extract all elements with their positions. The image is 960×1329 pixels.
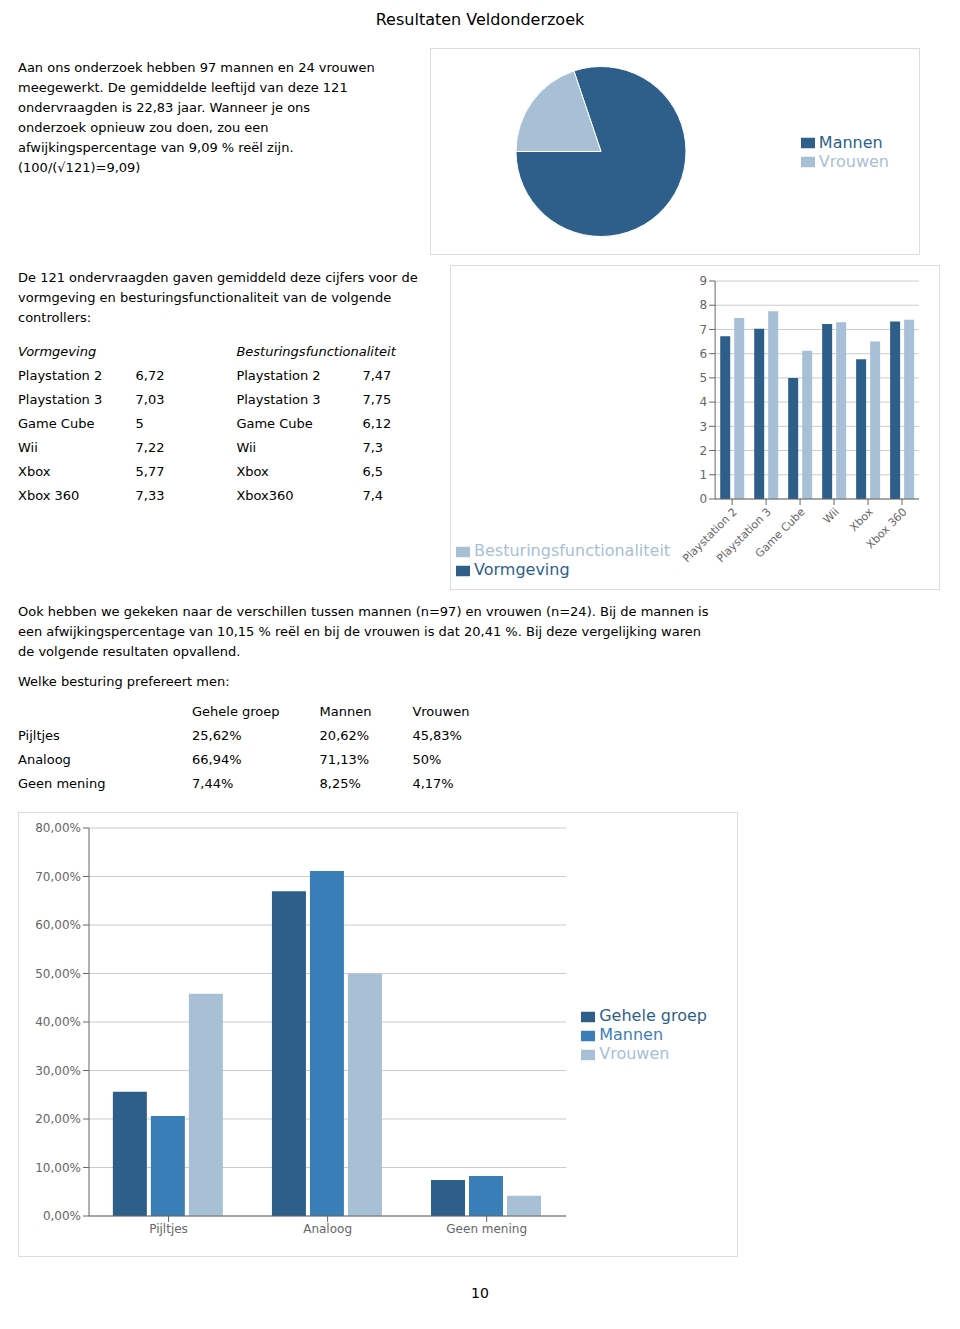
svg-text:20,00%: 20,00% bbox=[35, 1112, 81, 1126]
html-text:onderzoek opnieuw zou doen, zo: onderzoek opnieuw zou doen, zou een bbox=[18, 120, 269, 135]
svg-text:Xbox: Xbox bbox=[847, 505, 876, 534]
html-text:7,4: 7,4 bbox=[362, 488, 384, 503]
html-text:7,3: 7,3 bbox=[362, 440, 384, 455]
html-text:Playstation 2: Playstation 2 bbox=[236, 368, 321, 383]
html-text:Analoog: Analoog bbox=[18, 752, 71, 767]
svg-text:50,00%: 50,00% bbox=[35, 967, 81, 981]
svg-text:3: 3 bbox=[699, 420, 707, 434]
html-text:50%: 50% bbox=[412, 752, 442, 767]
svg-text:Playstation 3: Playstation 3 bbox=[714, 505, 774, 566]
svg-text:Wii: Wii bbox=[821, 505, 842, 526]
html-text:20,62%: 20,62% bbox=[319, 728, 370, 743]
svg-text:0: 0 bbox=[699, 492, 707, 506]
html-text:controllers:: controllers: bbox=[18, 310, 92, 325]
svg-text:6: 6 bbox=[699, 347, 707, 361]
svg-text:60,00%: 60,00% bbox=[35, 918, 81, 932]
svg-text:30,00%: 30,00% bbox=[35, 1064, 81, 1078]
svg-text:40,00%: 40,00% bbox=[35, 1015, 81, 1029]
html-text:Vrouwen: Vrouwen bbox=[412, 704, 470, 719]
html-text:Pijltjes: Pijltjes bbox=[18, 728, 60, 743]
html-text:de volgende resultaten opvalle: de volgende resultaten opvallend. bbox=[18, 644, 241, 659]
svg-text:0,00%: 0,00% bbox=[43, 1209, 81, 1223]
svg-text:4: 4 bbox=[699, 395, 707, 409]
html-text:Gehele groep: Gehele groep bbox=[599, 1006, 707, 1025]
html-text:Wii: Wii bbox=[236, 440, 257, 455]
html-text:45,83%: 45,83% bbox=[412, 728, 462, 743]
html-text:Gehele groep: Gehele groep bbox=[192, 704, 280, 719]
html-text:6,12: 6,12 bbox=[362, 416, 392, 431]
html-text:Vrouwen: Vrouwen bbox=[599, 1044, 670, 1063]
html-text:afwijkingspercentage van 9,09: afwijkingspercentage van 9,09 % reël zij… bbox=[18, 140, 294, 155]
svg-text:80,00%: 80,00% bbox=[35, 821, 81, 835]
html-text:meegewerkt. De gemiddelde leef: meegewerkt. De gemiddelde leeftijd van d… bbox=[18, 80, 348, 95]
html-text:Vormgeving: Vormgeving bbox=[18, 344, 97, 359]
html-text:5: 5 bbox=[135, 416, 144, 431]
svg-text:9: 9 bbox=[699, 274, 707, 288]
svg-text:Geen mening: Geen mening bbox=[446, 1222, 527, 1236]
html-text:Vormgeving: Vormgeving bbox=[474, 560, 570, 579]
svg-text:1: 1 bbox=[699, 468, 707, 482]
svg-text:Game Cube: Game Cube bbox=[753, 505, 808, 560]
svg-text:Xbox 360: Xbox 360 bbox=[864, 505, 910, 551]
html-text:Xbox 360: Xbox 360 bbox=[18, 488, 80, 503]
html-text:Mannen: Mannen bbox=[319, 704, 372, 719]
html-text:een afwijkingspercentage van 1: een afwijkingspercentage van 10,15 % reë… bbox=[18, 624, 701, 639]
html-text:5,77: 5,77 bbox=[135, 464, 165, 479]
svg-text:7: 7 bbox=[699, 323, 707, 337]
html-text:Besturingsfunctionaliteit: Besturingsfunctionaliteit bbox=[474, 541, 671, 560]
svg-text:5: 5 bbox=[699, 371, 707, 385]
svg-text:Analoog: Analoog bbox=[303, 1222, 352, 1236]
html-text:(100/(√121)=9,09): (100/(√121)=9,09) bbox=[18, 160, 141, 175]
html-text:vormgeving en besturingsfuncti: vormgeving en besturingsfunctionaliteit … bbox=[18, 290, 392, 305]
html-text:71,13%: 71,13% bbox=[319, 752, 370, 767]
html-text:Geen mening: Geen mening bbox=[18, 776, 106, 791]
svg-text:Pijltjes: Pijltjes bbox=[149, 1222, 188, 1236]
html-text:66,94%: 66,94% bbox=[192, 752, 242, 767]
html-text:Besturingsfunctionaliteit: Besturingsfunctionaliteit bbox=[236, 344, 396, 359]
html-text:7,47: 7,47 bbox=[362, 368, 392, 383]
html-text:7,44%: 7,44% bbox=[192, 776, 234, 791]
html-text:7,33: 7,33 bbox=[135, 488, 165, 503]
svg-text:2: 2 bbox=[699, 444, 707, 458]
html-text:25,62%: 25,62% bbox=[192, 728, 242, 743]
html-text:Ook hebben we gekeken naar de: Ook hebben we gekeken naar de verschille… bbox=[18, 604, 709, 619]
html-text:Vrouwen: Vrouwen bbox=[818, 151, 889, 171]
svg-text:Playstation 2: Playstation 2 bbox=[680, 505, 740, 566]
html-text:Mannen: Mannen bbox=[599, 1025, 664, 1044]
html-text:Welke besturing prefereert men: Welke besturing prefereert men: bbox=[18, 674, 230, 689]
html-text:ondervraagden is 22,83 jaar. W: ondervraagden is 22,83 jaar. Wanneer je … bbox=[18, 100, 311, 115]
html-text:7,03: 7,03 bbox=[135, 392, 165, 407]
html-text:De 121 ondervraagden gaven gem: De 121 ondervraagden gaven gemiddeld dez… bbox=[18, 270, 418, 285]
html-text:Game Cube: Game Cube bbox=[236, 416, 313, 431]
html-text:Playstation 3: Playstation 3 bbox=[236, 392, 321, 407]
html-text:8,25%: 8,25% bbox=[319, 776, 361, 791]
html-text:Game Cube: Game Cube bbox=[18, 416, 95, 431]
html-text:4,17%: 4,17% bbox=[412, 776, 454, 791]
html-text:Aan ons onderzoek hebben 97 ma: Aan ons onderzoek hebben 97 mannen en 24… bbox=[18, 60, 375, 75]
html-text:Xbox: Xbox bbox=[18, 464, 51, 479]
html-text:7,75: 7,75 bbox=[362, 392, 392, 407]
svg-text:10,00%: 10,00% bbox=[35, 1161, 81, 1175]
html-text:6,72: 6,72 bbox=[135, 368, 165, 383]
html-text:Mannen: Mannen bbox=[818, 132, 883, 152]
html-text:10: 10 bbox=[471, 1285, 489, 1301]
html-text:Playstation 3: Playstation 3 bbox=[18, 392, 103, 407]
html-text:Playstation 2: Playstation 2 bbox=[18, 368, 103, 383]
html-text:7,22: 7,22 bbox=[135, 440, 165, 455]
html-text:Wii: Wii bbox=[18, 440, 38, 455]
html-text:Xbox: Xbox bbox=[236, 464, 269, 479]
html-text:Resultaten Veldonderzoek: Resultaten Veldonderzoek bbox=[375, 10, 585, 29]
html-text:6,5: 6,5 bbox=[362, 464, 384, 479]
html-text:Xbox360: Xbox360 bbox=[236, 488, 294, 503]
svg-text:70,00%: 70,00% bbox=[35, 870, 81, 884]
svg-text:8: 8 bbox=[699, 298, 707, 312]
